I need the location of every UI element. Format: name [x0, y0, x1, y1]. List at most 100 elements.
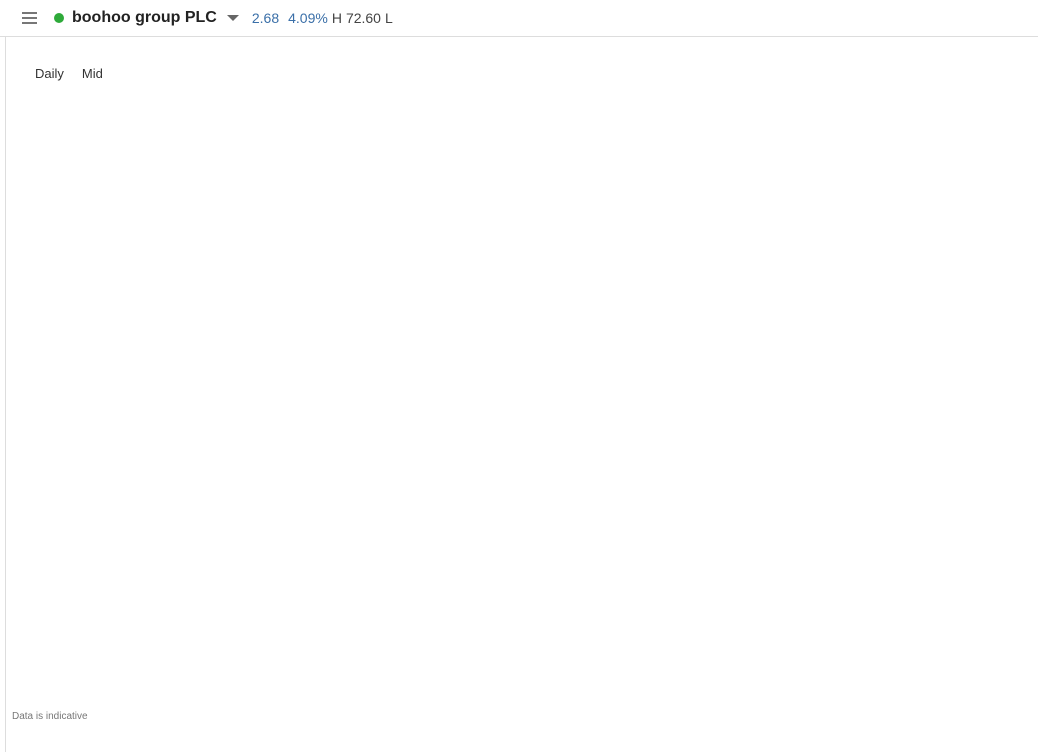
candle[interactable]	[358, 388, 364, 410]
candle[interactable]	[896, 540, 902, 562]
candle[interactable]	[130, 271, 136, 307]
candle[interactable]	[68, 216, 74, 258]
candle[interactable]	[136, 285, 142, 320]
candle[interactable]	[352, 388, 358, 410]
candle[interactable]	[284, 464, 290, 534]
candle[interactable]	[365, 340, 371, 403]
candle[interactable]	[315, 326, 321, 362]
chevron-down-icon[interactable]	[226, 15, 239, 21]
candle[interactable]	[915, 502, 921, 555]
candle[interactable]	[606, 368, 612, 458]
candle[interactable]	[736, 568, 742, 596]
candle[interactable]	[810, 582, 816, 638]
candle[interactable]	[253, 423, 259, 458]
candle[interactable]	[148, 326, 154, 355]
candle[interactable]	[495, 444, 501, 458]
candle[interactable]	[49, 157, 55, 231]
candle[interactable]	[729, 561, 735, 596]
candle[interactable]	[692, 526, 698, 576]
candle[interactable]	[532, 478, 538, 520]
candle[interactable]	[612, 368, 618, 403]
candle[interactable]	[408, 368, 414, 403]
candle[interactable]	[754, 595, 760, 624]
candle[interactable]	[859, 526, 865, 548]
candle[interactable]	[501, 478, 507, 507]
candle[interactable]	[779, 616, 785, 631]
candle[interactable]	[618, 340, 624, 389]
candle[interactable]	[62, 223, 68, 265]
candle[interactable]	[686, 520, 692, 548]
candle[interactable]	[290, 361, 296, 431]
candle[interactable]	[420, 375, 426, 410]
candle[interactable]	[229, 430, 235, 465]
candle[interactable]	[389, 319, 395, 362]
candle[interactable]	[798, 582, 804, 610]
candle[interactable]	[711, 547, 717, 617]
candle[interactable]	[303, 347, 309, 389]
price-type-selector[interactable]: Mid	[81, 66, 103, 81]
instrument-name[interactable]: boohoo group PLC	[72, 9, 217, 26]
candle[interactable]	[760, 602, 766, 645]
candle[interactable]	[624, 361, 630, 410]
candle[interactable]	[643, 416, 649, 438]
candle[interactable]	[680, 533, 686, 569]
candle[interactable]	[767, 616, 773, 638]
candle[interactable]	[204, 340, 210, 403]
candle[interactable]	[538, 471, 544, 500]
candle[interactable]	[185, 319, 191, 362]
candle[interactable]	[266, 492, 272, 527]
candle[interactable]	[272, 520, 278, 562]
candle[interactable]	[804, 568, 810, 589]
candle[interactable]	[25, 209, 31, 251]
candle[interactable]	[482, 437, 488, 479]
candle[interactable]	[476, 437, 482, 493]
candle[interactable]	[903, 561, 909, 589]
candle[interactable]	[723, 554, 729, 590]
candle[interactable]	[649, 423, 655, 479]
candle[interactable]	[167, 333, 173, 396]
candle[interactable]	[74, 244, 80, 279]
candle[interactable]	[742, 575, 748, 610]
candle[interactable]	[222, 382, 228, 438]
candle[interactable]	[668, 499, 674, 527]
candle[interactable]	[278, 520, 284, 562]
candle[interactable]	[383, 347, 389, 383]
candle[interactable]	[173, 354, 179, 382]
candle[interactable]	[841, 568, 847, 589]
candle[interactable]	[853, 540, 859, 569]
candle[interactable]	[507, 464, 513, 548]
candle[interactable]	[748, 582, 754, 617]
candle[interactable]	[86, 271, 92, 320]
candle[interactable]	[340, 347, 346, 403]
candle[interactable]	[556, 416, 562, 445]
candle[interactable]	[847, 547, 853, 576]
candle[interactable]	[346, 368, 352, 410]
candle[interactable]	[31, 195, 37, 244]
candle[interactable]	[216, 354, 222, 431]
candle[interactable]	[785, 609, 791, 652]
candle[interactable]	[464, 388, 470, 417]
candle[interactable]	[600, 423, 606, 465]
candle[interactable]	[581, 402, 587, 438]
candle[interactable]	[260, 437, 266, 500]
candle[interactable]	[791, 602, 797, 624]
candle[interactable]	[111, 285, 117, 320]
candle[interactable]	[872, 520, 878, 548]
candle[interactable]	[674, 506, 680, 541]
candle[interactable]	[154, 347, 160, 410]
candle[interactable]	[402, 333, 408, 382]
candle[interactable]	[43, 168, 49, 231]
candle[interactable]	[192, 333, 198, 369]
candle[interactable]	[699, 540, 705, 555]
candle[interactable]	[198, 333, 204, 369]
candle[interactable]	[884, 520, 890, 548]
candle[interactable]	[445, 361, 451, 382]
candle[interactable]	[816, 616, 822, 638]
candle[interactable]	[37, 188, 43, 238]
candle[interactable]	[828, 595, 834, 631]
candle[interactable]	[544, 423, 550, 507]
candle[interactable]	[661, 471, 667, 507]
candle[interactable]	[93, 292, 99, 327]
candle[interactable]	[587, 382, 593, 431]
